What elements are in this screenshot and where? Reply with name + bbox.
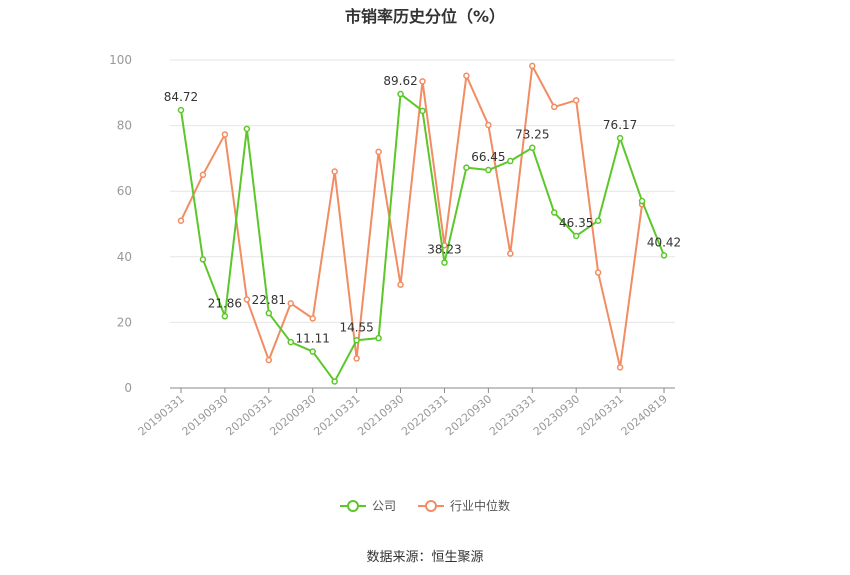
data-point-industry bbox=[529, 62, 536, 70]
y-tick-label: 20 bbox=[117, 315, 132, 329]
legend: 公司 行业中位数 bbox=[0, 497, 850, 514]
data-point-industry bbox=[199, 171, 207, 179]
data-point-company bbox=[463, 164, 470, 171]
data-point-company bbox=[594, 217, 602, 224]
data-label: 46.35 bbox=[559, 216, 593, 230]
data-label: 11.11 bbox=[296, 332, 330, 346]
data-point-industry bbox=[221, 131, 229, 138]
y-tick-label: 80 bbox=[117, 119, 132, 133]
legend-label-industry: 行业中位数 bbox=[450, 499, 511, 513]
series-line-industry bbox=[180, 64, 644, 369]
data-point-company bbox=[287, 338, 295, 346]
data-point-company bbox=[309, 348, 316, 355]
data-label: 22.81 bbox=[252, 293, 286, 307]
y-tick-label: 100 bbox=[109, 53, 132, 67]
y-tick-label: 0 bbox=[124, 381, 132, 395]
series-line-company bbox=[179, 93, 665, 383]
data-point-company bbox=[177, 106, 185, 114]
data-point-company bbox=[572, 232, 580, 240]
x-tick-label: 20230331 bbox=[487, 392, 538, 438]
data-point-company bbox=[265, 309, 273, 317]
data-point-company bbox=[616, 134, 624, 142]
data-point-company bbox=[507, 157, 514, 165]
x-tick-label: 20190930 bbox=[180, 392, 231, 438]
data-point-industry bbox=[331, 168, 338, 175]
data-point-company bbox=[550, 209, 558, 216]
x-tick-label: 20190331 bbox=[136, 392, 187, 438]
data-point-industry bbox=[485, 121, 492, 129]
data-point-company bbox=[638, 197, 646, 205]
data-point-company bbox=[243, 125, 251, 133]
data-label: 73.25 bbox=[515, 128, 549, 142]
data-label: 84.72 bbox=[164, 90, 198, 104]
x-tick-label: 20230930 bbox=[531, 392, 582, 438]
data-point-company bbox=[397, 90, 404, 98]
legend-label-company: 公司 bbox=[371, 499, 396, 513]
data-point-company bbox=[485, 166, 492, 174]
data-label: 66.45 bbox=[471, 150, 505, 164]
legend-marker-industry bbox=[418, 499, 444, 512]
x-tick-label: 20200331 bbox=[223, 392, 274, 438]
x-tick-label: 20240331 bbox=[575, 392, 626, 438]
data-point-company bbox=[331, 378, 338, 385]
data-point-company bbox=[199, 256, 207, 263]
x-tick-label: 20240819 bbox=[619, 392, 670, 438]
source-note: 数据来源：恒生聚源 bbox=[366, 550, 484, 565]
data-label: 38.23 bbox=[427, 243, 461, 257]
data-point-industry bbox=[507, 250, 514, 257]
data-point-industry bbox=[375, 148, 382, 156]
x-tick-label: 20220930 bbox=[443, 392, 494, 438]
data-label: 76.17 bbox=[603, 118, 637, 132]
data-point-industry bbox=[550, 103, 558, 111]
data-point-industry bbox=[309, 315, 316, 322]
data-point-company bbox=[419, 107, 426, 115]
data-label: 40.42 bbox=[647, 235, 681, 249]
x-tick-label: 20200930 bbox=[267, 392, 318, 438]
data-label: 21.86 bbox=[208, 296, 242, 310]
legend-item-company[interactable]: 公司 bbox=[339, 497, 396, 514]
x-tick-label: 20210930 bbox=[355, 392, 406, 438]
y-tick-label: 40 bbox=[117, 250, 132, 264]
data-point-company bbox=[353, 337, 360, 344]
data-point-industry bbox=[265, 356, 273, 364]
x-tick-label: 20210331 bbox=[311, 392, 362, 438]
data-label: 89.62 bbox=[383, 74, 417, 88]
chart-title: 市销率历史分位（%） bbox=[344, 7, 506, 26]
data-point-industry bbox=[287, 300, 295, 307]
data-point-industry bbox=[353, 355, 360, 362]
data-point-industry bbox=[594, 269, 602, 276]
data-label: 14.55 bbox=[339, 320, 373, 334]
data-point-company bbox=[529, 144, 536, 151]
data-point-industry bbox=[177, 217, 185, 224]
legend-item-industry[interactable]: 行业中位数 bbox=[418, 497, 510, 514]
data-point-industry bbox=[419, 78, 426, 85]
data-point-industry bbox=[397, 281, 404, 288]
data-point-industry bbox=[463, 72, 470, 79]
data-point-industry bbox=[243, 296, 251, 303]
data-point-company bbox=[660, 252, 668, 259]
legend-marker-company bbox=[339, 499, 366, 512]
data-point-company bbox=[441, 259, 448, 266]
data-point-industry bbox=[616, 364, 624, 371]
data-point-company bbox=[375, 334, 382, 342]
y-tick-label: 60 bbox=[117, 184, 132, 198]
data-point-industry bbox=[572, 97, 580, 104]
x-tick-label: 20220331 bbox=[399, 392, 450, 438]
data-point-company bbox=[221, 313, 229, 320]
